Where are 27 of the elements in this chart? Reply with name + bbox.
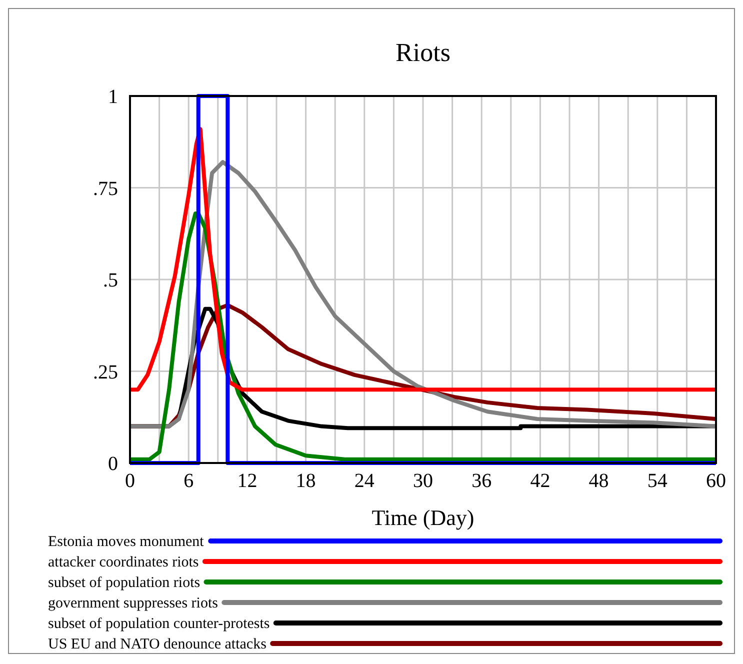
y-tick-label: .75 (93, 178, 118, 200)
x-tick-label: 54 (647, 470, 668, 492)
y-tick-label: .25 (93, 361, 118, 384)
x-tick-label: 42 (530, 470, 550, 492)
line-series (128, 211, 718, 462)
y-tick-label: .5 (103, 270, 118, 292)
x-tick-label: 0 (125, 470, 135, 492)
x-tick-label: 12 (237, 470, 258, 492)
y-tick-label: 1 (108, 86, 118, 108)
x-tick-label: 30 (413, 470, 433, 492)
x-tick-label: 6 (184, 470, 194, 492)
legend-label: attacker coordinates riots (48, 554, 199, 570)
legend-label: subset of population counter-protests (48, 616, 270, 632)
x-axis-title: Time (Day) (372, 505, 474, 530)
y-tick-label: 0 (108, 453, 118, 475)
x-tick-label: 48 (588, 470, 609, 492)
line-series (128, 127, 718, 392)
line-series (128, 160, 718, 428)
legend-label: Estonia moves monument (48, 534, 205, 550)
x-tick-label: 18 (296, 470, 316, 492)
x-tick-label: 60 (706, 470, 726, 492)
chart-title: Riots (396, 38, 450, 67)
x-tick-label: 24 (354, 470, 374, 492)
legend-label: US EU and NATO denounce attacks (48, 636, 267, 652)
legend-label: government suppresses riots (48, 596, 218, 612)
x-tick-label: 36 (472, 470, 492, 492)
legend-label: subset of population riots (48, 575, 200, 591)
